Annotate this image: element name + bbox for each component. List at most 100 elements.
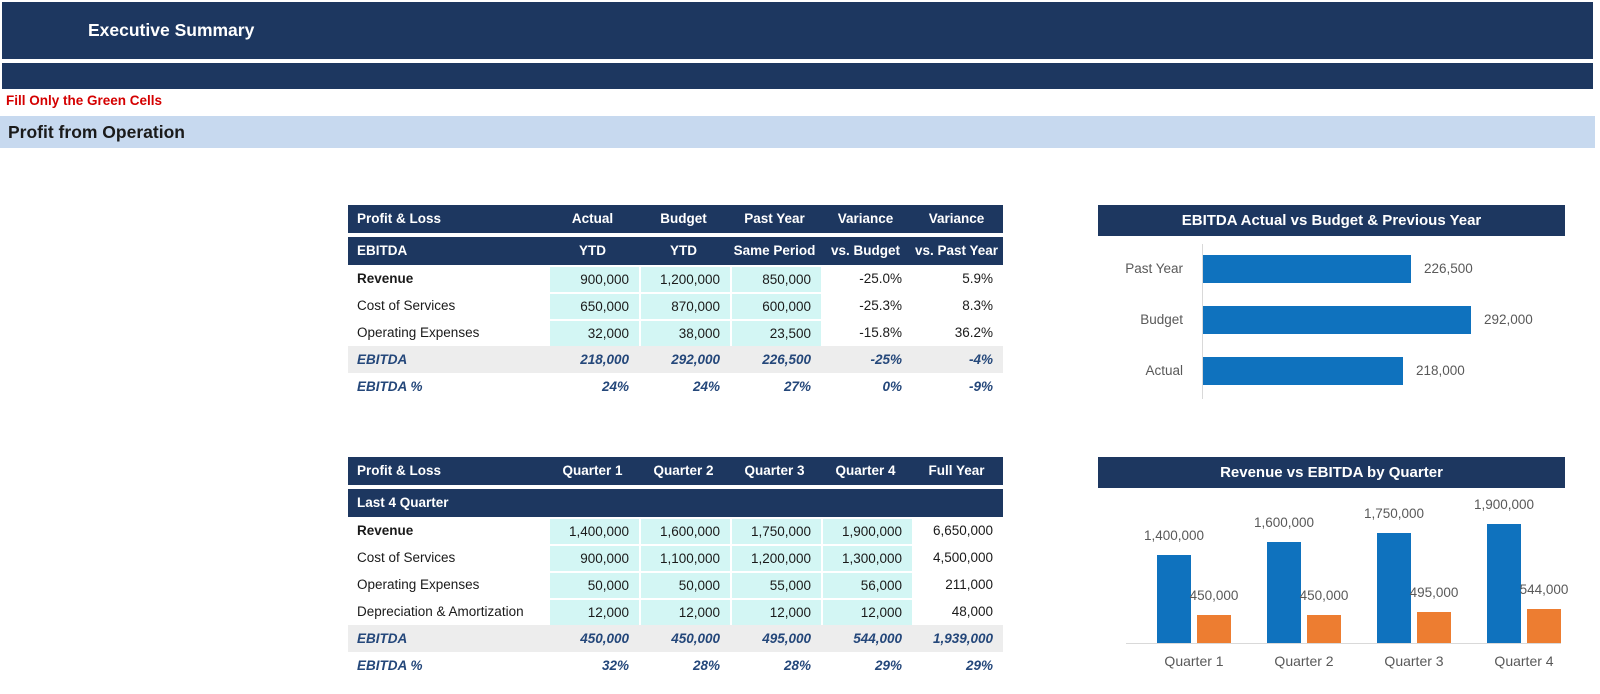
revenue-bar-quarter-1	[1157, 555, 1191, 643]
input-cell[interactable]: 1,750,000	[730, 517, 821, 544]
calc-cell: 4,500,000	[932, 550, 993, 565]
input-cell[interactable]: 55,000	[730, 571, 821, 598]
calc-cell: 292,000	[671, 352, 720, 367]
header-cell: Last 4 Quarter	[357, 495, 449, 510]
header-cell	[548, 489, 639, 517]
category-label-quarter-4: Quarter 4	[1494, 653, 1554, 669]
calc-cell: -25.0%	[859, 271, 902, 286]
header-cell: Profit & Loss	[357, 211, 442, 226]
bar-actual	[1203, 357, 1403, 385]
header-cell	[912, 489, 1003, 517]
ebitda-comparison-chart: EBITDA Actual vs Budget & Previous Year …	[1098, 205, 1565, 406]
header-cell: Quarter 2	[653, 463, 714, 478]
input-cell[interactable]: 1,900,000	[821, 517, 912, 544]
calc-cell: 28%	[692, 658, 720, 673]
input-cell[interactable]: 23,500	[730, 319, 821, 346]
row-label: Revenue	[357, 523, 414, 538]
ebitda-bar-quarter-2	[1307, 615, 1341, 643]
input-cell[interactable]: 56,000	[821, 571, 912, 598]
header-cell: YTD	[670, 243, 697, 258]
calc-cell: 29%	[965, 658, 993, 673]
header-cell: vs. Budget	[830, 243, 900, 258]
input-cell[interactable]: 50,000	[639, 571, 730, 598]
data-label: 292,000	[1484, 312, 1533, 327]
input-cell[interactable]: 850,000	[730, 265, 821, 292]
calc-cell: 0%	[882, 379, 902, 394]
input-cell[interactable]: 1,200,000	[639, 265, 730, 292]
data-label: 1,900,000	[1473, 497, 1535, 512]
chart-baseline	[1126, 643, 1561, 644]
calc-cell: 495,000	[762, 631, 811, 646]
data-label: 1,750,000	[1363, 506, 1425, 521]
input-cell[interactable]: 1,400,000	[548, 517, 639, 544]
header-cell: Past Year	[744, 211, 805, 226]
table-header-row: Profit & Loss Quarter 1 Quarter 2 Quarte…	[348, 457, 1003, 485]
data-label: 1,600,000	[1253, 515, 1315, 530]
header-cell: Profit & Loss	[357, 463, 442, 478]
row-label: Operating Expenses	[357, 577, 480, 592]
revenue-bar-quarter-3	[1377, 533, 1411, 643]
data-label: 450,000	[1189, 588, 1239, 603]
input-cell[interactable]: 870,000	[639, 292, 730, 319]
header-cell: Variance	[928, 211, 985, 226]
table-subheader-row: EBITDA YTD YTD Same Period vs. Budget vs…	[348, 237, 1003, 265]
header-cell: Budget	[660, 211, 707, 226]
row-label: EBITDA %	[357, 658, 423, 673]
calc-cell: 5.9%	[962, 271, 993, 286]
row-label: Operating Expenses	[357, 325, 480, 340]
quarter-chart-plot: 1,400,000 450,000 Quarter 1 1,600,000 450,00…	[1098, 488, 1568, 694]
category-label-budget: Budget	[1140, 312, 1183, 327]
header-spacer-bar	[2, 63, 1593, 89]
bar-budget	[1203, 306, 1471, 334]
pnl-ytd-table: Profit & Loss Actual Budget Past Year Va…	[348, 205, 1003, 400]
input-cell[interactable]: 900,000	[548, 544, 639, 571]
input-cell[interactable]: 1,300,000	[821, 544, 912, 571]
header-cell: Quarter 3	[744, 463, 805, 478]
row-label: Cost of Services	[357, 298, 456, 313]
calc-cell: 27%	[783, 379, 811, 394]
row-label: EBITDA	[357, 352, 408, 367]
chart-title: Revenue vs EBITDA by Quarter	[1098, 457, 1565, 488]
calc-cell: 28%	[783, 658, 811, 673]
data-label: 218,000	[1416, 363, 1465, 378]
calc-cell: 218,000	[580, 352, 629, 367]
section-title: Profit from Operation	[8, 122, 185, 142]
table-subheader-row: Last 4 Quarter	[348, 489, 1003, 517]
category-label-quarter-1: Quarter 1	[1164, 653, 1224, 669]
data-label: 450,000	[1299, 588, 1349, 603]
input-cell[interactable]: 600,000	[730, 292, 821, 319]
table-row-operating-expenses: Operating Expenses 32,000 38,000 23,500 …	[348, 319, 1003, 346]
input-cell[interactable]: 38,000	[639, 319, 730, 346]
input-cell[interactable]: 32,000	[548, 319, 639, 346]
row-label: Depreciation & Amortization	[357, 604, 524, 619]
row-label: EBITDA	[357, 631, 408, 646]
input-cell[interactable]: 12,000	[821, 598, 912, 625]
input-cell[interactable]: 1,100,000	[639, 544, 730, 571]
table-row-operating-expenses: Operating Expenses 50,000 50,000 55,000 …	[348, 571, 1003, 598]
input-cell[interactable]: 1,200,000	[730, 544, 821, 571]
calc-cell: 544,000	[853, 631, 902, 646]
data-label: 1,400,000	[1143, 528, 1205, 543]
table-row-ebitda-total: EBITDA 218,000 292,000 226,500 -25% -4%	[348, 346, 1003, 373]
row-label: Cost of Services	[357, 550, 456, 565]
pnl-quarterly-table: Profit & Loss Quarter 1 Quarter 2 Quarte…	[348, 457, 1003, 679]
input-cell[interactable]: 650,000	[548, 292, 639, 319]
table-row-ebitda-percent: EBITDA % 32% 28% 28% 29% 29%	[348, 652, 1003, 679]
calc-cell: 24%	[601, 379, 629, 394]
input-cell[interactable]: 12,000	[639, 598, 730, 625]
calc-cell: -25.3%	[859, 298, 902, 313]
input-cell[interactable]: 12,000	[730, 598, 821, 625]
calc-cell: 6,650,000	[932, 523, 993, 538]
input-cell[interactable]: 900,000	[548, 265, 639, 292]
header-cell: Quarter 4	[835, 463, 896, 478]
calc-cell: 29%	[874, 658, 902, 673]
calc-cell: -25%	[870, 352, 902, 367]
table-row-revenue: Revenue 1,400,000 1,600,000 1,750,000 1,…	[348, 517, 1003, 544]
input-cell[interactable]: 1,600,000	[639, 517, 730, 544]
input-cell[interactable]: 12,000	[548, 598, 639, 625]
calc-cell: 32%	[601, 658, 629, 673]
chart-axis-line	[1202, 244, 1203, 399]
input-cell[interactable]: 50,000	[548, 571, 639, 598]
header-cell	[639, 489, 730, 517]
calc-cell: 211,000	[945, 577, 993, 592]
